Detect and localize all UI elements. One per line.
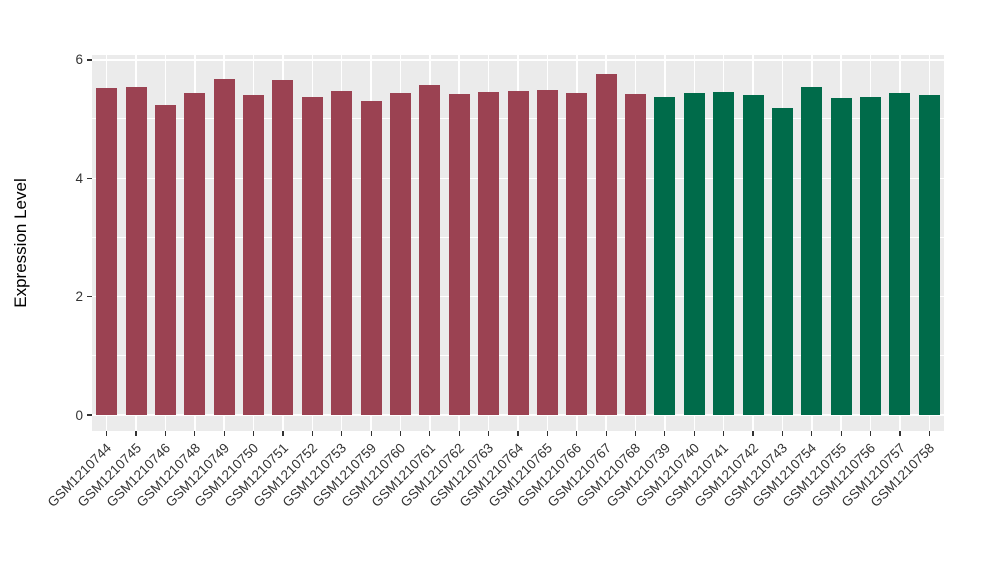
x-tick-mark bbox=[693, 431, 695, 436]
y-axis-title: Expression Level bbox=[11, 178, 30, 308]
bar-GSM1210752 bbox=[301, 96, 323, 415]
bar-GSM1210754 bbox=[801, 86, 823, 415]
bar-GSM1210753 bbox=[331, 91, 353, 415]
x-tick-mark bbox=[252, 431, 255, 436]
bar-GSM1210759 bbox=[360, 100, 382, 415]
bar-GSM1210761 bbox=[419, 84, 441, 415]
bar-GSM1210745 bbox=[125, 87, 147, 415]
y-tick-mark bbox=[87, 414, 92, 416]
bar-GSM1210744 bbox=[96, 87, 118, 415]
x-tick-mark bbox=[429, 431, 431, 436]
x-tick-mark bbox=[634, 431, 637, 436]
x-tick-mark bbox=[546, 431, 548, 436]
x-tick-mark bbox=[723, 431, 725, 436]
bar-GSM1210766 bbox=[566, 92, 588, 415]
bar-GSM1210748 bbox=[184, 93, 206, 415]
bar-GSM1210767 bbox=[595, 74, 617, 415]
x-tick-mark bbox=[488, 431, 490, 436]
bar-GSM1210746 bbox=[154, 104, 176, 415]
bar-GSM1210755 bbox=[830, 98, 852, 415]
y-tick-label-6: 6 bbox=[75, 52, 83, 68]
bar-GSM1210756 bbox=[860, 96, 882, 415]
x-tick-mark bbox=[311, 431, 313, 436]
bar-GSM1210768 bbox=[625, 94, 647, 415]
x-tick-mark bbox=[811, 431, 813, 436]
bar-GSM1210740 bbox=[683, 93, 705, 415]
y-tick-label-0: 0 bbox=[75, 407, 83, 423]
bar-GSM1210757 bbox=[889, 92, 911, 415]
y-tick-label-2: 2 bbox=[75, 289, 83, 305]
x-tick-mark bbox=[164, 431, 167, 436]
x-tick-mark bbox=[194, 431, 196, 436]
x-tick-mark bbox=[664, 431, 666, 436]
bar-GSM1210763 bbox=[478, 91, 500, 415]
bar-GSM1210749 bbox=[213, 78, 235, 415]
x-tick-mark bbox=[370, 431, 372, 436]
x-tick-mark bbox=[223, 431, 225, 436]
x-tick-mark bbox=[576, 431, 578, 436]
bar-GSM1210739 bbox=[654, 96, 676, 415]
bar-GSM1210751 bbox=[272, 79, 294, 415]
y-tick-label-4: 4 bbox=[75, 170, 83, 186]
x-tick-mark bbox=[399, 431, 402, 436]
bar-GSM1210758 bbox=[918, 95, 940, 415]
x-tick-mark bbox=[135, 431, 137, 436]
bar-GSM1210760 bbox=[389, 92, 411, 415]
x-tick-mark bbox=[605, 431, 607, 436]
y-tick-mark bbox=[87, 59, 92, 61]
x-tick-mark bbox=[899, 431, 901, 436]
x-tick-mark bbox=[781, 431, 783, 436]
x-tick-mark bbox=[840, 431, 842, 436]
bar-GSM1210765 bbox=[536, 90, 558, 415]
y-tick-mark bbox=[87, 177, 92, 179]
bar-GSM1210742 bbox=[742, 94, 764, 415]
y-tick-mark bbox=[87, 296, 92, 298]
x-tick-mark bbox=[517, 431, 519, 436]
x-tick-mark bbox=[106, 431, 108, 436]
bar-GSM1210762 bbox=[448, 94, 470, 415]
x-tick-mark bbox=[869, 431, 872, 436]
x-tick-mark bbox=[928, 431, 930, 436]
bar-GSM1210764 bbox=[507, 90, 529, 415]
x-tick-mark bbox=[282, 431, 284, 436]
plot-panel bbox=[92, 55, 944, 431]
x-tick-mark bbox=[458, 431, 460, 436]
x-tick-mark bbox=[752, 431, 754, 436]
bar-GSM1210741 bbox=[713, 91, 735, 415]
bar-GSM1210750 bbox=[243, 95, 265, 415]
x-tick-mark bbox=[341, 431, 343, 436]
bar-GSM1210743 bbox=[771, 107, 793, 415]
